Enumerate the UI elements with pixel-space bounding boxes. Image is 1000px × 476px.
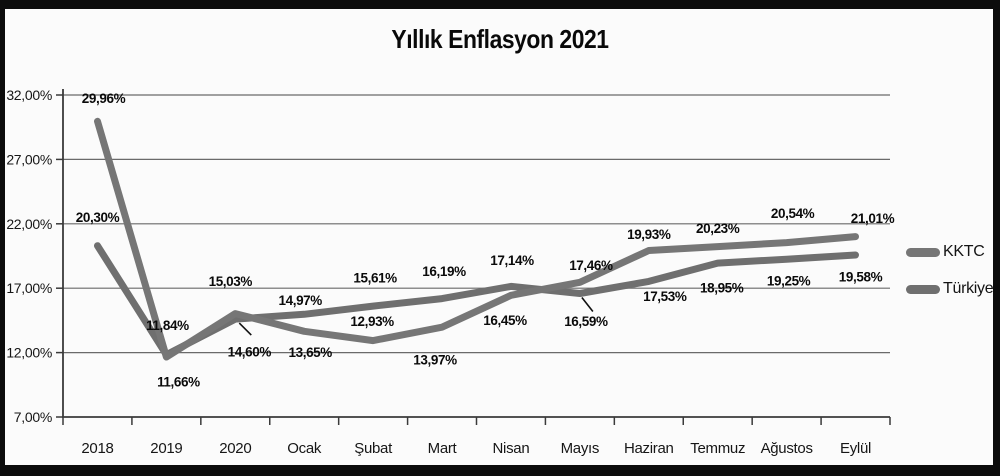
data-label: 14,97%: [279, 293, 323, 308]
x-axis-label: Nisan: [493, 440, 530, 457]
y-axis-label: 17,00%: [6, 280, 52, 296]
data-label: 17,14%: [490, 253, 534, 268]
chart-title: Yıllık Enflasyon 2021: [391, 24, 609, 54]
kktc-series-marker-icon: [906, 247, 940, 257]
data-label: 16,19%: [422, 264, 466, 279]
x-axis-label: Haziran: [624, 440, 674, 457]
x-axis-label: Mayıs: [561, 440, 600, 457]
data-label: 15,03%: [209, 274, 253, 289]
legend-item-turkiye: Türkiye: [906, 280, 994, 298]
y-axis-label: 32,00%: [6, 87, 52, 103]
data-label: 17,53%: [643, 289, 687, 304]
legend-item-kktc: KKTC: [906, 243, 993, 261]
x-axis-label: 2019: [150, 440, 182, 457]
x-axis-label: Temmuz: [690, 440, 745, 457]
x-axis-label: Ocak: [287, 440, 322, 457]
series-line-türkiye: [94, 242, 859, 359]
x-axis-label: 2018: [81, 440, 113, 457]
x-axis-label: Şubat: [354, 440, 393, 457]
x-axis-label: Eylül: [840, 440, 871, 457]
data-label: 13,97%: [413, 353, 457, 368]
data-label: 19,25%: [767, 274, 811, 289]
data-label: 13,65%: [289, 345, 333, 360]
x-axis-label: Ağustos: [761, 440, 813, 457]
data-label: 15,61%: [353, 271, 397, 286]
x-axis-label: 2020: [219, 440, 251, 457]
legend-label-kktc: KKTC: [943, 243, 985, 260]
data-label: 11,84%: [146, 318, 189, 333]
data-label: 16,59%: [564, 314, 608, 329]
data-label: 19,58%: [839, 270, 883, 285]
data-label: 29,96%: [82, 91, 126, 106]
data-label: 14,60%: [228, 345, 272, 360]
turkiye-series-marker-icon: [906, 284, 940, 294]
chart-legend: KKTC Türkiye: [906, 243, 994, 298]
data-label: 20,23%: [696, 221, 740, 236]
series-line-kktc: [94, 117, 859, 361]
data-label: 21,01%: [851, 211, 895, 226]
legend-label-turkiye: Türkiye: [943, 280, 994, 297]
y-axis-label: 12,00%: [6, 345, 52, 361]
data-label: 11,66%: [157, 375, 200, 390]
y-axis-label: 22,00%: [6, 216, 52, 232]
data-label: 19,93%: [627, 227, 671, 242]
label-leader-line: [581, 296, 594, 312]
data-label: 17,46%: [569, 258, 613, 273]
label-leader-line: [238, 322, 252, 336]
data-label: 18,95%: [700, 281, 744, 296]
x-axis-label: Mart: [428, 440, 458, 457]
data-label: 20,30%: [76, 210, 120, 225]
data-label: 16,45%: [483, 313, 527, 328]
data-label: 12,93%: [350, 314, 394, 329]
y-axis-label: 27,00%: [6, 151, 52, 167]
data-label: 20,54%: [771, 206, 815, 221]
y-axis-label: 7,00%: [14, 409, 52, 425]
